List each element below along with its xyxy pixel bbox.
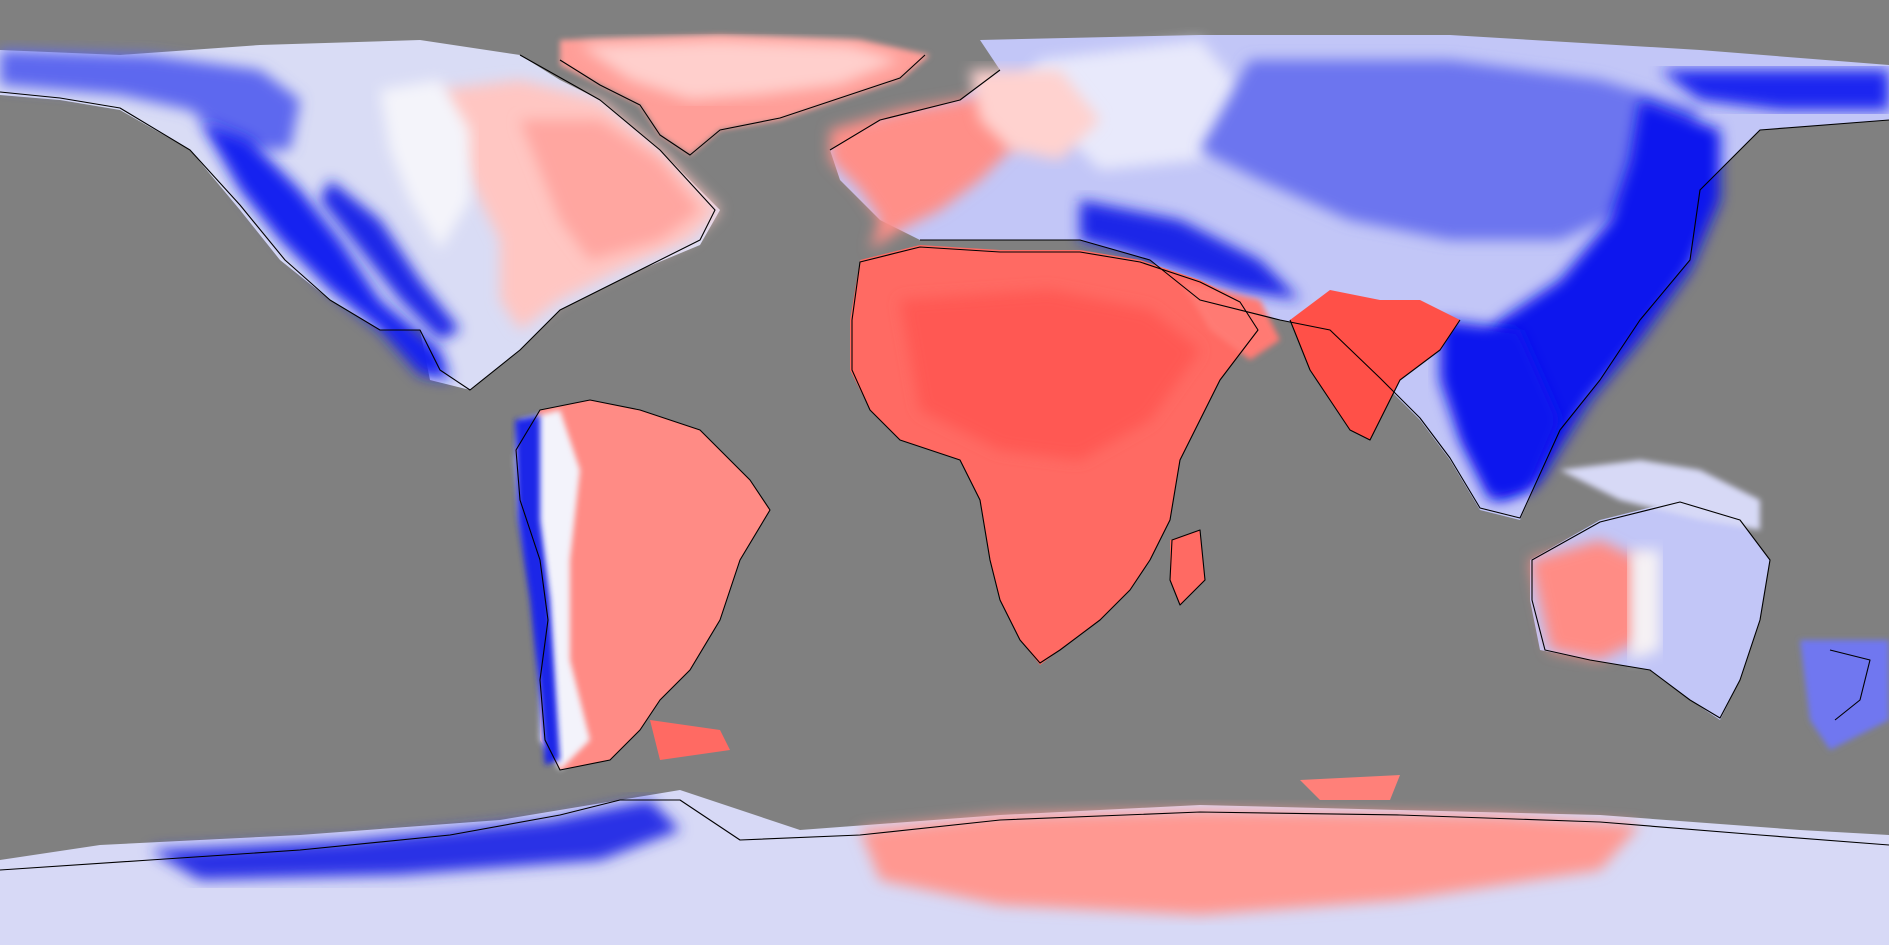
region-greenland	[560, 35, 930, 155]
antarctica-coastline	[0, 799, 1889, 871]
region-australia	[1530, 460, 1889, 750]
region-north-america	[0, 40, 720, 390]
south-america-coastline	[515, 399, 771, 771]
region-africa	[850, 245, 1280, 665]
greenland-coastline	[559, 54, 926, 156]
new-zealand-coastline	[1829, 649, 1871, 721]
region-antarctica	[0, 775, 1889, 945]
region-western-europe	[830, 70, 1100, 250]
region-south-america	[515, 400, 770, 770]
region-eurasia	[830, 35, 1889, 520]
coastline-layer	[0, 54, 1889, 871]
europe-asia-coastline	[829, 69, 1889, 519]
india-coastline	[1289, 319, 1461, 441]
australia-coastline	[1531, 501, 1771, 719]
anomaly-fill-layer	[0, 35, 1889, 945]
north-america-coastline	[0, 54, 716, 391]
region-india	[1290, 290, 1460, 440]
madagascar-coastline	[1169, 529, 1206, 606]
